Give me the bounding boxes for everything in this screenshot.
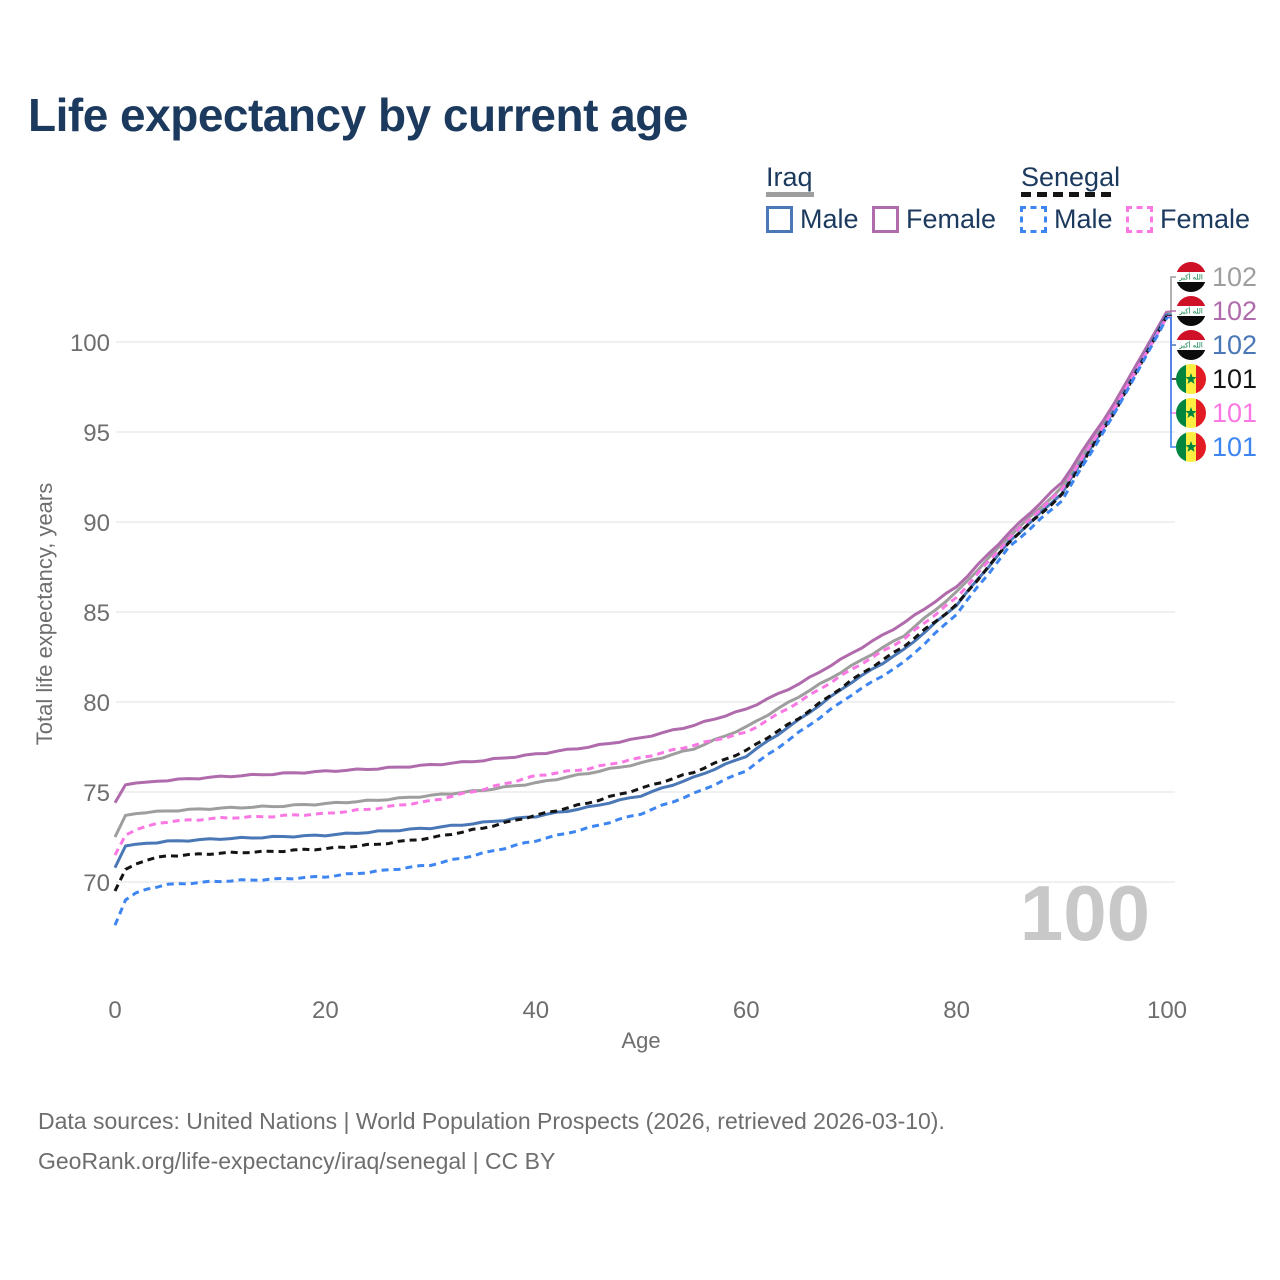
y-tick-label: 75 — [83, 780, 110, 807]
end-label-connector — [1167, 276, 1176, 314]
svg-text:الله أكبر: الله أكبر — [1178, 307, 1203, 316]
iraq-flag-icon: الله أكبر — [1176, 296, 1206, 326]
iraq-male-swatch-icon — [766, 206, 793, 233]
y-axis-title: Total life expectancy, years — [32, 482, 57, 746]
legend-item-iraq-female[interactable]: Female — [872, 204, 996, 235]
x-tick-label: 0 — [108, 997, 121, 1024]
svg-text:الله أكبر: الله أكبر — [1178, 341, 1203, 350]
y-tick-label: 100 — [70, 330, 110, 357]
legend-item-label: Male — [1054, 204, 1113, 234]
y-tick-label: 70 — [83, 870, 110, 897]
legend-item-senegal-female[interactable]: Female — [1126, 204, 1250, 235]
end-label-connector — [1167, 316, 1176, 448]
legend-item-senegal-male[interactable]: Male — [1020, 204, 1113, 235]
y-tick-label: 90 — [83, 510, 110, 537]
senegal-flag-icon — [1176, 398, 1206, 428]
iraq-female-swatch-icon — [872, 206, 899, 233]
series-line-iraq-total[interactable] — [113, 311, 1169, 838]
end-value-label: 101 — [1212, 364, 1257, 394]
iraq-flag-icon: الله أكبر — [1176, 330, 1206, 360]
footer-url-line: GeoRank.org/life-expectancy/iraq/senegal… — [38, 1148, 556, 1174]
svg-text:الله أكبر: الله أكبر — [1178, 273, 1203, 282]
iraq-line-style-swatch — [766, 192, 814, 197]
x-tick-label: 80 — [943, 997, 970, 1024]
series-line-iraq-male[interactable] — [113, 313, 1169, 869]
x-axis-title: Age — [621, 1028, 661, 1053]
y-tick-label: 80 — [83, 690, 110, 717]
x-tick-label: 60 — [733, 997, 760, 1024]
senegal-flag-icon — [1176, 364, 1206, 394]
end-value-label: 102 — [1212, 330, 1257, 360]
legend-item-label: Male — [800, 204, 859, 234]
x-tick-label: 40 — [522, 997, 549, 1024]
senegal-line-style-swatch — [1021, 192, 1111, 197]
legend-item-label: Female — [906, 204, 997, 234]
legend-group-iraq-header: Iraq — [766, 162, 813, 193]
legend-country-label: Senegal — [1021, 162, 1121, 192]
senegal-flag-icon — [1176, 432, 1206, 462]
legend-item-label: Female — [1160, 204, 1251, 234]
end-value-label: 102 — [1212, 296, 1257, 326]
end-value-label: 102 — [1212, 262, 1257, 292]
series-line-iraq-female[interactable] — [113, 310, 1169, 804]
x-tick-label: 100 — [1147, 997, 1187, 1024]
series-line-senegal-total[interactable] — [113, 315, 1169, 892]
legend-item-iraq-male[interactable]: Male — [766, 204, 859, 235]
end-value-label: 101 — [1212, 432, 1257, 462]
senegal-female-swatch-icon — [1126, 206, 1153, 233]
iraq-flag-icon: الله أكبر — [1176, 262, 1206, 292]
footer-source-line: Data sources: United Nations | World Pop… — [38, 1108, 945, 1134]
senegal-male-swatch-icon — [1020, 206, 1047, 233]
series-line-senegal-male[interactable] — [113, 316, 1169, 926]
legend-country-label: Iraq — [766, 162, 813, 192]
x-tick-label: 20 — [312, 997, 339, 1024]
legend-group-senegal-header: Senegal — [1021, 162, 1120, 193]
end-value-label: 101 — [1212, 398, 1257, 428]
y-tick-label: 85 — [83, 600, 110, 627]
y-tick-label: 95 — [83, 420, 110, 447]
chart-title: Life expectancy by current age — [28, 89, 688, 141]
age-counter-watermark: 100 — [1019, 869, 1150, 957]
